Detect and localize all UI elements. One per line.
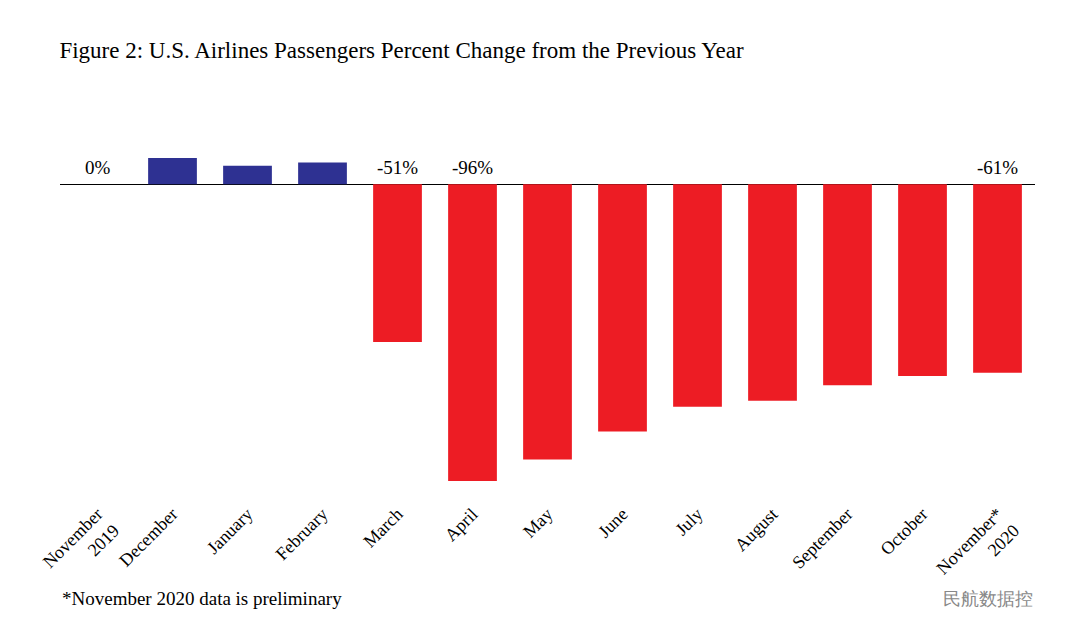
- svg-text:May: May: [519, 504, 556, 541]
- svg-text:September: September: [788, 504, 857, 573]
- svg-text:-61%: -61%: [977, 157, 1018, 178]
- svg-text:March: March: [359, 504, 406, 551]
- svg-text:-51%: -51%: [377, 157, 418, 178]
- svg-text:November*2020: November*2020: [932, 504, 1023, 595]
- svg-text:June: June: [594, 504, 631, 541]
- svg-text:0%: 0%: [85, 157, 111, 178]
- svg-text:-96%: -96%: [452, 157, 493, 178]
- svg-text:April: April: [441, 504, 482, 545]
- svg-text:October: October: [877, 504, 932, 559]
- svg-text:July: July: [671, 504, 706, 539]
- svg-text:*November 2020 data is prelimi: *November 2020 data is preliminary: [62, 588, 342, 609]
- svg-text:December: December: [115, 504, 181, 570]
- svg-text:November2019: November2019: [39, 504, 123, 588]
- svg-text:民航数据控: 民航数据控: [943, 588, 1033, 609]
- svg-text:January: January: [203, 504, 257, 558]
- svg-text:Figure 2: U.S. Airlines Passen: Figure 2: U.S. Airlines Passengers Perce…: [59, 38, 744, 63]
- svg-text:August: August: [731, 504, 782, 555]
- svg-text:February: February: [272, 504, 332, 564]
